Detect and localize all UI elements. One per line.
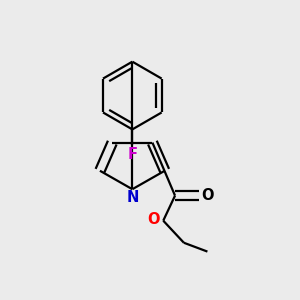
Text: N: N xyxy=(126,190,139,205)
Text: O: O xyxy=(202,188,214,202)
Text: O: O xyxy=(147,212,160,227)
Text: F: F xyxy=(127,147,137,162)
